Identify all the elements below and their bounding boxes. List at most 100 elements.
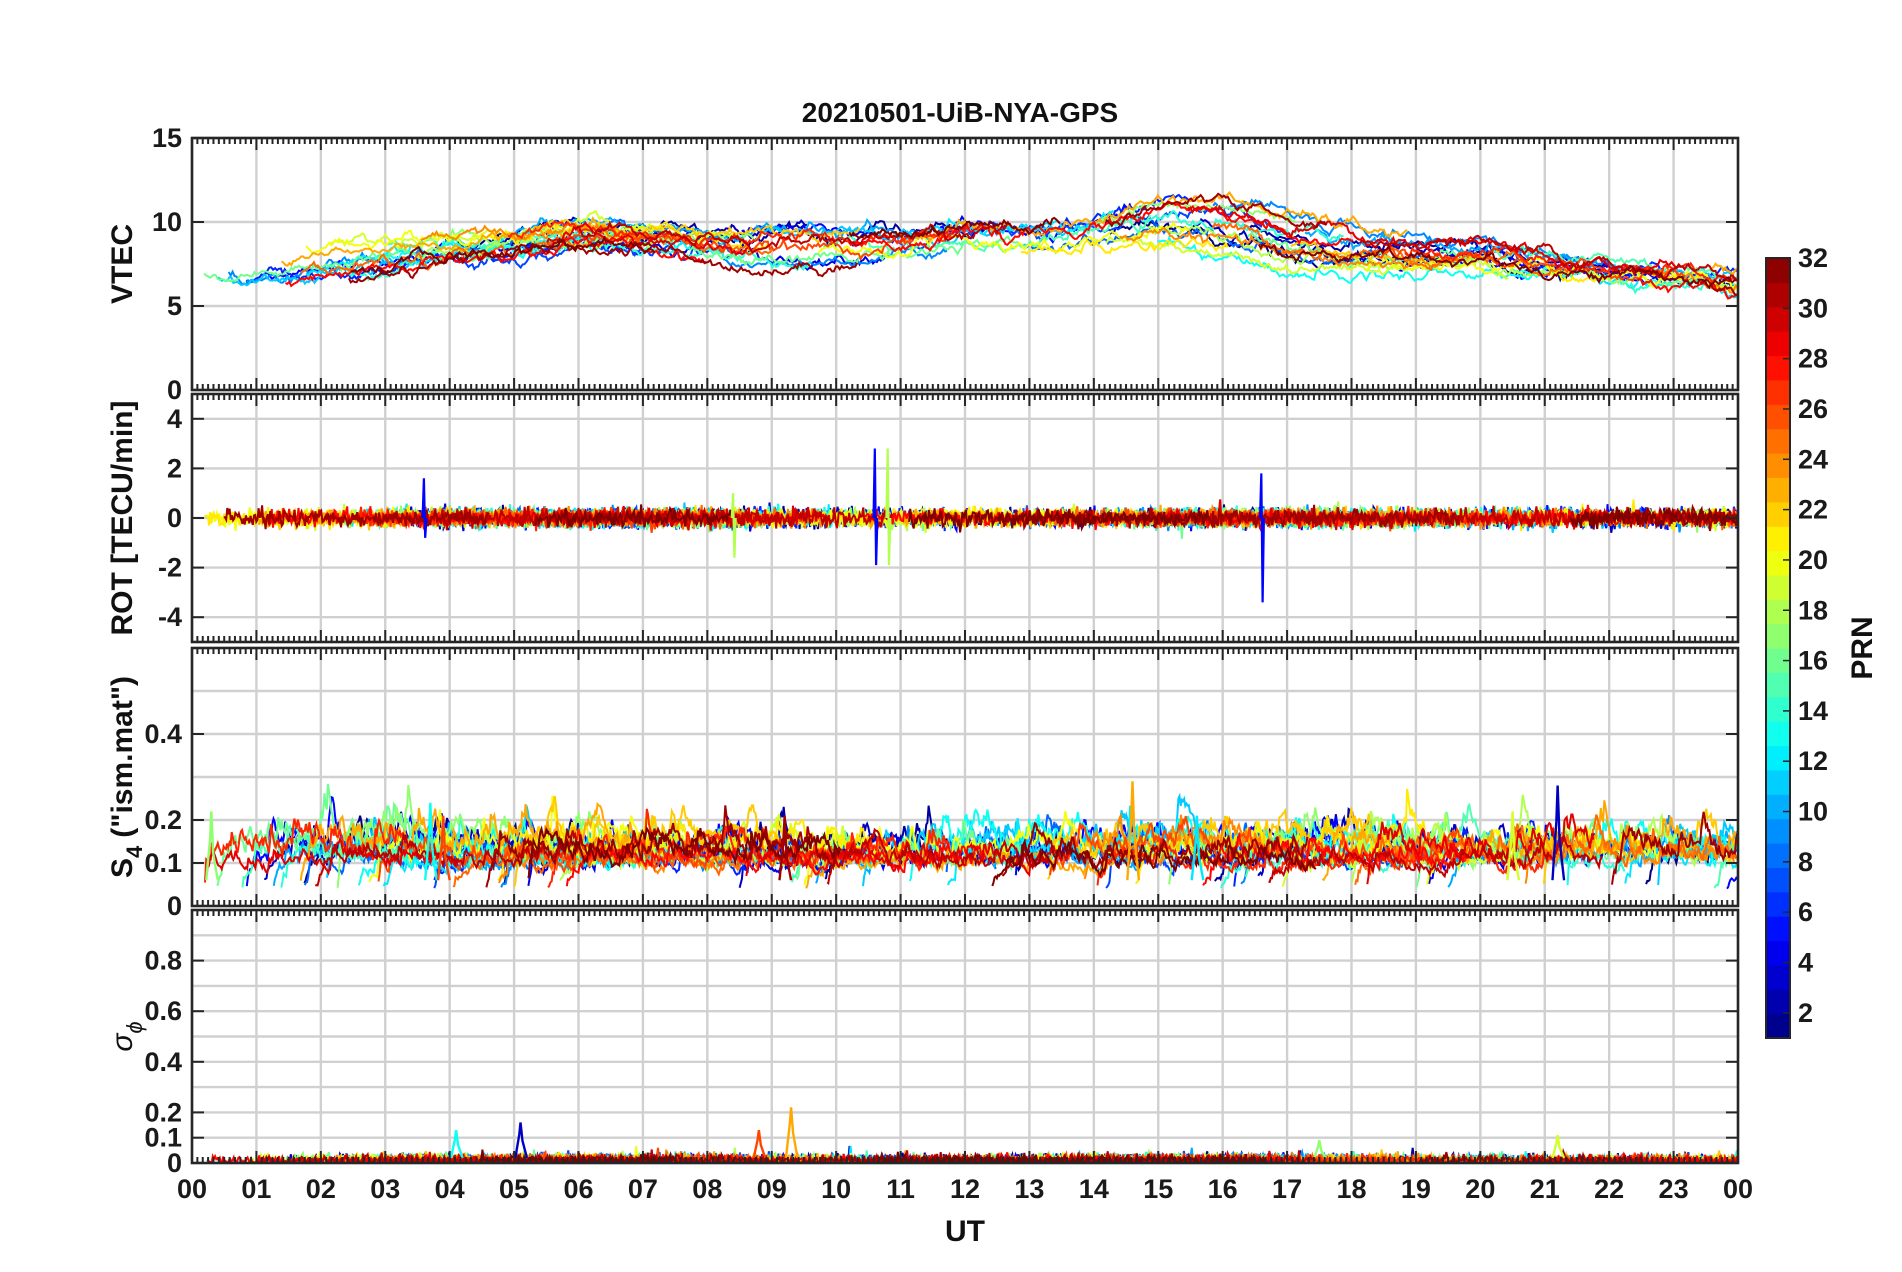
colorbar-segment <box>1766 867 1790 893</box>
x-tick-label: 08 <box>692 1174 722 1204</box>
y-axis-label-rest: ("ism.mat") <box>106 676 139 838</box>
x-tick-label: 16 <box>1208 1174 1238 1204</box>
series-prn-21 <box>1020 237 1229 256</box>
series-prn-32 <box>848 216 1061 240</box>
peak <box>1190 815 1205 881</box>
series-group <box>204 781 1738 890</box>
colorbar-tick-label: 4 <box>1798 948 1813 978</box>
x-axis: 00 01 02 03 04 05 06 07 08 09 10 11 12 13 14 15 16 17 18 19… <box>177 1174 1753 1248</box>
colorbar-segment <box>1766 916 1790 942</box>
peak <box>752 1129 767 1159</box>
peak <box>1506 811 1521 881</box>
series-prn-12 <box>905 210 1114 241</box>
series-prn-9 <box>1212 198 1636 272</box>
colorbar-segment <box>1766 331 1790 357</box>
x-tick-label: 00 <box>1723 1174 1753 1204</box>
series-prn-9 <box>227 246 439 287</box>
series-prn-32 <box>908 508 1210 533</box>
colorbar-segment <box>1766 964 1790 990</box>
colorbar-segment <box>1766 940 1790 966</box>
x-minor-ticks <box>191 138 1739 390</box>
colorbar-segment <box>1766 574 1790 600</box>
series-prn-28 <box>1202 831 1467 886</box>
colorbar-segment <box>1766 843 1790 868</box>
colorbar-label: PRN <box>1846 616 1879 679</box>
x-tick-label: 13 <box>1014 1174 1044 1204</box>
colorbar-tick-label: 12 <box>1798 746 1828 776</box>
series-prn-27 <box>204 817 405 883</box>
series-prn-30 <box>1359 234 1738 283</box>
x-tick-label: 11 <box>886 1174 915 1204</box>
colorbar-tick-label: 18 <box>1798 595 1828 625</box>
colorbar-segment <box>1766 355 1790 381</box>
panel-s4: 0 0.1 0.2 0.4 S4 ("ism.mat") <box>106 646 1740 921</box>
y-tick-label: 4 <box>167 404 182 434</box>
y-tick-label: 0.1 <box>144 1123 182 1153</box>
series-prn-23 <box>896 190 1408 244</box>
series-prn-20 <box>305 229 500 254</box>
colorbar-segment <box>1766 526 1790 552</box>
colorbar-frame <box>1765 257 1791 1039</box>
y-tick-label: 10 <box>152 207 182 237</box>
panel-vtec: 0 5 10 15 VTEC <box>106 123 1740 405</box>
x-tick-label: 09 <box>757 1174 787 1204</box>
series-prn-20 <box>803 810 1270 886</box>
peak <box>1126 781 1141 881</box>
series-prn-2 <box>1241 224 1498 253</box>
colorbar-segment <box>1766 501 1790 527</box>
y-tick-label: 0 <box>167 503 182 533</box>
x-tick-label: 02 <box>306 1174 336 1204</box>
y-tick-label: 0.8 <box>144 946 182 976</box>
series-prn-31 <box>223 505 491 530</box>
colorbar-segment <box>1766 745 1790 771</box>
colorbar-segment <box>1766 477 1790 503</box>
colorbar-segment <box>1766 794 1790 820</box>
grid <box>190 910 1740 1163</box>
series-prn-23 <box>1709 262 1738 276</box>
x-tick-label: 03 <box>370 1174 400 1204</box>
colorbar-segment <box>1766 769 1790 795</box>
colorbar-segment <box>1766 428 1790 454</box>
colorbar-tick-label: 2 <box>1798 998 1813 1028</box>
x-tick-label: 23 <box>1659 1174 1689 1204</box>
peak <box>784 1107 799 1159</box>
peak <box>778 815 793 881</box>
x-tick-label: 01 <box>241 1174 271 1204</box>
x-tick-label: 19 <box>1401 1174 1431 1204</box>
y-axis-label-main: S <box>106 858 139 878</box>
spike <box>872 448 879 566</box>
peak <box>514 1122 529 1159</box>
y-axis-label: S4 ("ism.mat") <box>106 676 147 878</box>
x-tick-label: 15 <box>1143 1174 1173 1204</box>
x-minor-ticks <box>191 648 1739 906</box>
colorbar-tick-label: 26 <box>1798 394 1828 424</box>
x-minor-ticks <box>191 910 1739 1163</box>
x-tick-label: 06 <box>563 1174 593 1204</box>
series-prn-31 <box>1700 278 1737 296</box>
y-axis-label: VTEC <box>106 224 139 304</box>
colorbar-tick-label: 32 <box>1798 243 1828 273</box>
colorbar-segment <box>1766 258 1790 283</box>
spike <box>885 448 892 566</box>
series-prn-13 <box>1157 234 1545 284</box>
series-prn-32 <box>1569 505 1738 530</box>
colorbar-segment <box>1766 306 1790 332</box>
series-prn-31 <box>1611 811 1738 885</box>
colorbar-segment <box>1766 282 1790 308</box>
series-prn-31 <box>1001 821 1309 877</box>
colorbar-segment <box>1766 696 1790 722</box>
y-tick-label: 5 <box>167 291 182 321</box>
series-prn-18 <box>1146 225 1598 277</box>
x-tick-label: 20 <box>1465 1174 1495 1204</box>
y-axis-label-sub: ϕ <box>122 1021 147 1033</box>
colorbar-tick-label: 6 <box>1798 897 1813 927</box>
series-prn-28 <box>848 201 1354 253</box>
y-tick-label: -4 <box>158 602 182 632</box>
y-tick-label: 2 <box>167 453 182 483</box>
y-axis-label: σϕ <box>106 1021 147 1051</box>
y-tick-label: 0.6 <box>144 996 182 1026</box>
colorbar-segment <box>1766 891 1790 917</box>
x-tick-label: 04 <box>435 1174 465 1204</box>
